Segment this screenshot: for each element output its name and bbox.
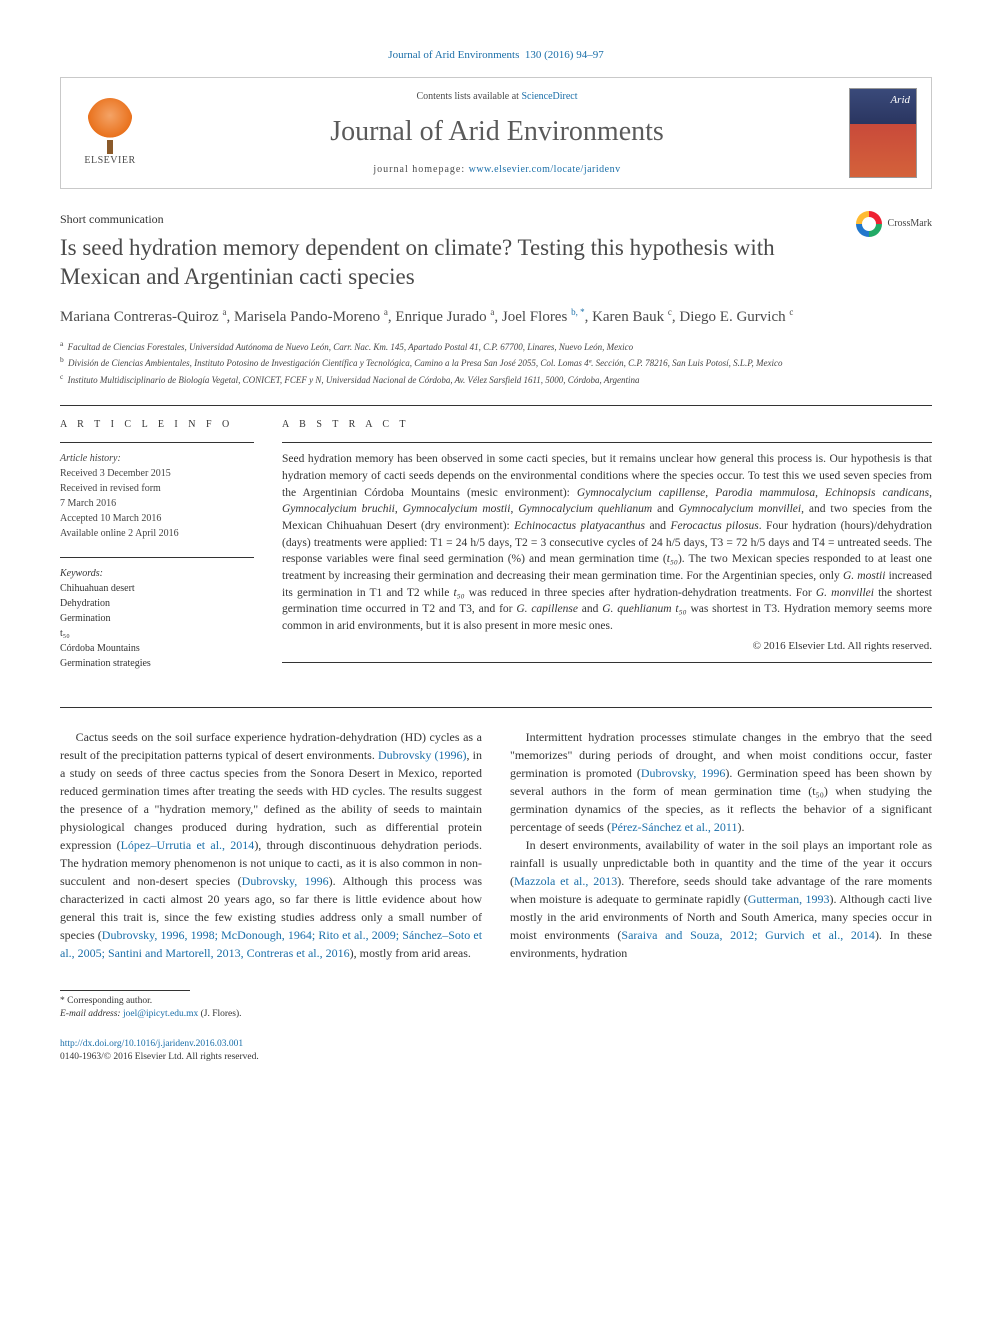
keyword: Germination <box>60 611 254 626</box>
ref-link[interactable]: Gutterman, 1993 <box>748 892 830 906</box>
affiliation-line: a Facultad de Ciencias Forestales, Unive… <box>60 338 932 355</box>
affiliation-line: b División de Ciencias Ambientales, Inst… <box>60 354 932 371</box>
journal-name: Journal of Arid Environments <box>145 112 849 151</box>
keyword: Córdoba Mountains <box>60 641 254 656</box>
footnote-rule <box>60 990 190 991</box>
affiliation-line: c Instituto Multidisciplinario de Biolog… <box>60 371 932 388</box>
divider <box>60 405 932 406</box>
email-line: E-mail address: joel@ipicyt.edu.mx (J. F… <box>60 1008 932 1021</box>
ref-link[interactable]: Mazzola et al., 2013 <box>514 874 617 888</box>
email-suffix: (J. Flores). <box>198 1009 241 1019</box>
citation-volpages: 130 (2016) 94–97 <box>525 49 604 61</box>
journal-cover-thumbnail[interactable] <box>849 88 917 178</box>
corresponding-note: * Corresponding author. <box>60 995 932 1008</box>
keyword: Dehydration <box>60 596 254 611</box>
article-body: Cactus seeds on the soil surface experie… <box>60 728 932 962</box>
abstract-heading: A B S T R A C T <box>282 418 932 432</box>
crossmark-badge[interactable]: CrossMark <box>856 211 932 237</box>
publisher-name: ELSEVIER <box>84 154 135 168</box>
homepage-line: journal homepage: www.elsevier.com/locat… <box>145 163 849 177</box>
keyword: Chihuahuan desert <box>60 581 254 596</box>
article-type: Short communication <box>60 211 820 228</box>
article-title: Is seed hydration memory dependent on cl… <box>60 234 820 292</box>
elsevier-logo[interactable]: ELSEVIER <box>75 94 145 172</box>
journal-header-box: ELSEVIER Contents lists available at Sci… <box>60 77 932 189</box>
email-link[interactable]: joel@ipicyt.edu.mx <box>123 1009 198 1019</box>
ref-link[interactable]: Dubrovsky (1996) <box>378 748 466 762</box>
article-history: Article history: Received 3 December 201… <box>60 451 254 541</box>
doi-link[interactable]: http://dx.doi.org/10.1016/j.jaridenv.201… <box>60 1039 243 1049</box>
contents-line: Contents lists available at ScienceDirec… <box>145 90 849 104</box>
history-line: Received 3 December 2015 <box>60 466 254 481</box>
history-line: Received in revised form <box>60 481 254 496</box>
abstract-copyright: © 2016 Elsevier Ltd. All rights reserved… <box>282 639 932 654</box>
contents-prefix: Contents lists available at <box>416 91 521 102</box>
divider <box>60 707 932 708</box>
ref-link[interactable]: Saraiva and Souza, 2012; Gurvich et al.,… <box>621 928 875 942</box>
keywords-block: Keywords: Chihuahuan desertDehydrationGe… <box>60 557 254 671</box>
crossmark-label: CrossMark <box>888 217 932 231</box>
citation-journal[interactable]: Journal of Arid Environments <box>388 49 519 61</box>
ref-link[interactable]: López–Urrutia et al., 2014 <box>121 838 255 852</box>
ref-link[interactable]: Dubrovsky, 1996, 1998; <box>102 928 218 942</box>
affiliations: a Facultad de Ciencias Forestales, Unive… <box>60 338 932 388</box>
ref-link[interactable]: Dubrovsky, 1996 <box>641 766 726 780</box>
keyword: Germination strategies <box>60 656 254 671</box>
keywords-label: Keywords: <box>60 566 254 581</box>
author-list: Mariana Contreras-Quiroz a, Marisela Pan… <box>60 306 932 328</box>
running-citation: Journal of Arid Environments 130 (2016) … <box>60 48 932 63</box>
homepage-link[interactable]: www.elsevier.com/locate/jaridenv <box>469 164 621 175</box>
elsevier-tree-icon <box>87 98 133 148</box>
issn-copyright: 0140-1963/© 2016 Elsevier Ltd. All right… <box>60 1052 259 1062</box>
history-line: Available online 2 April 2016 <box>60 526 254 541</box>
abstract-text: Seed hydration memory has been observed … <box>282 451 932 634</box>
ref-link[interactable]: Dubrovsky, 1996 <box>242 874 329 888</box>
sciencedirect-link[interactable]: ScienceDirect <box>521 91 577 102</box>
history-line: 7 March 2016 <box>60 496 254 511</box>
crossmark-icon <box>856 211 882 237</box>
keyword: t₅₀ <box>60 626 254 641</box>
history-label: Article history: <box>60 451 254 466</box>
article-info-heading: A R T I C L E I N F O <box>60 418 254 432</box>
email-label: E-mail address: <box>60 1009 123 1019</box>
ref-link[interactable]: Pérez-Sánchez et al., 2011 <box>611 820 738 834</box>
homepage-prefix: journal homepage: <box>373 164 468 175</box>
history-line: Accepted 10 March 2016 <box>60 511 254 526</box>
